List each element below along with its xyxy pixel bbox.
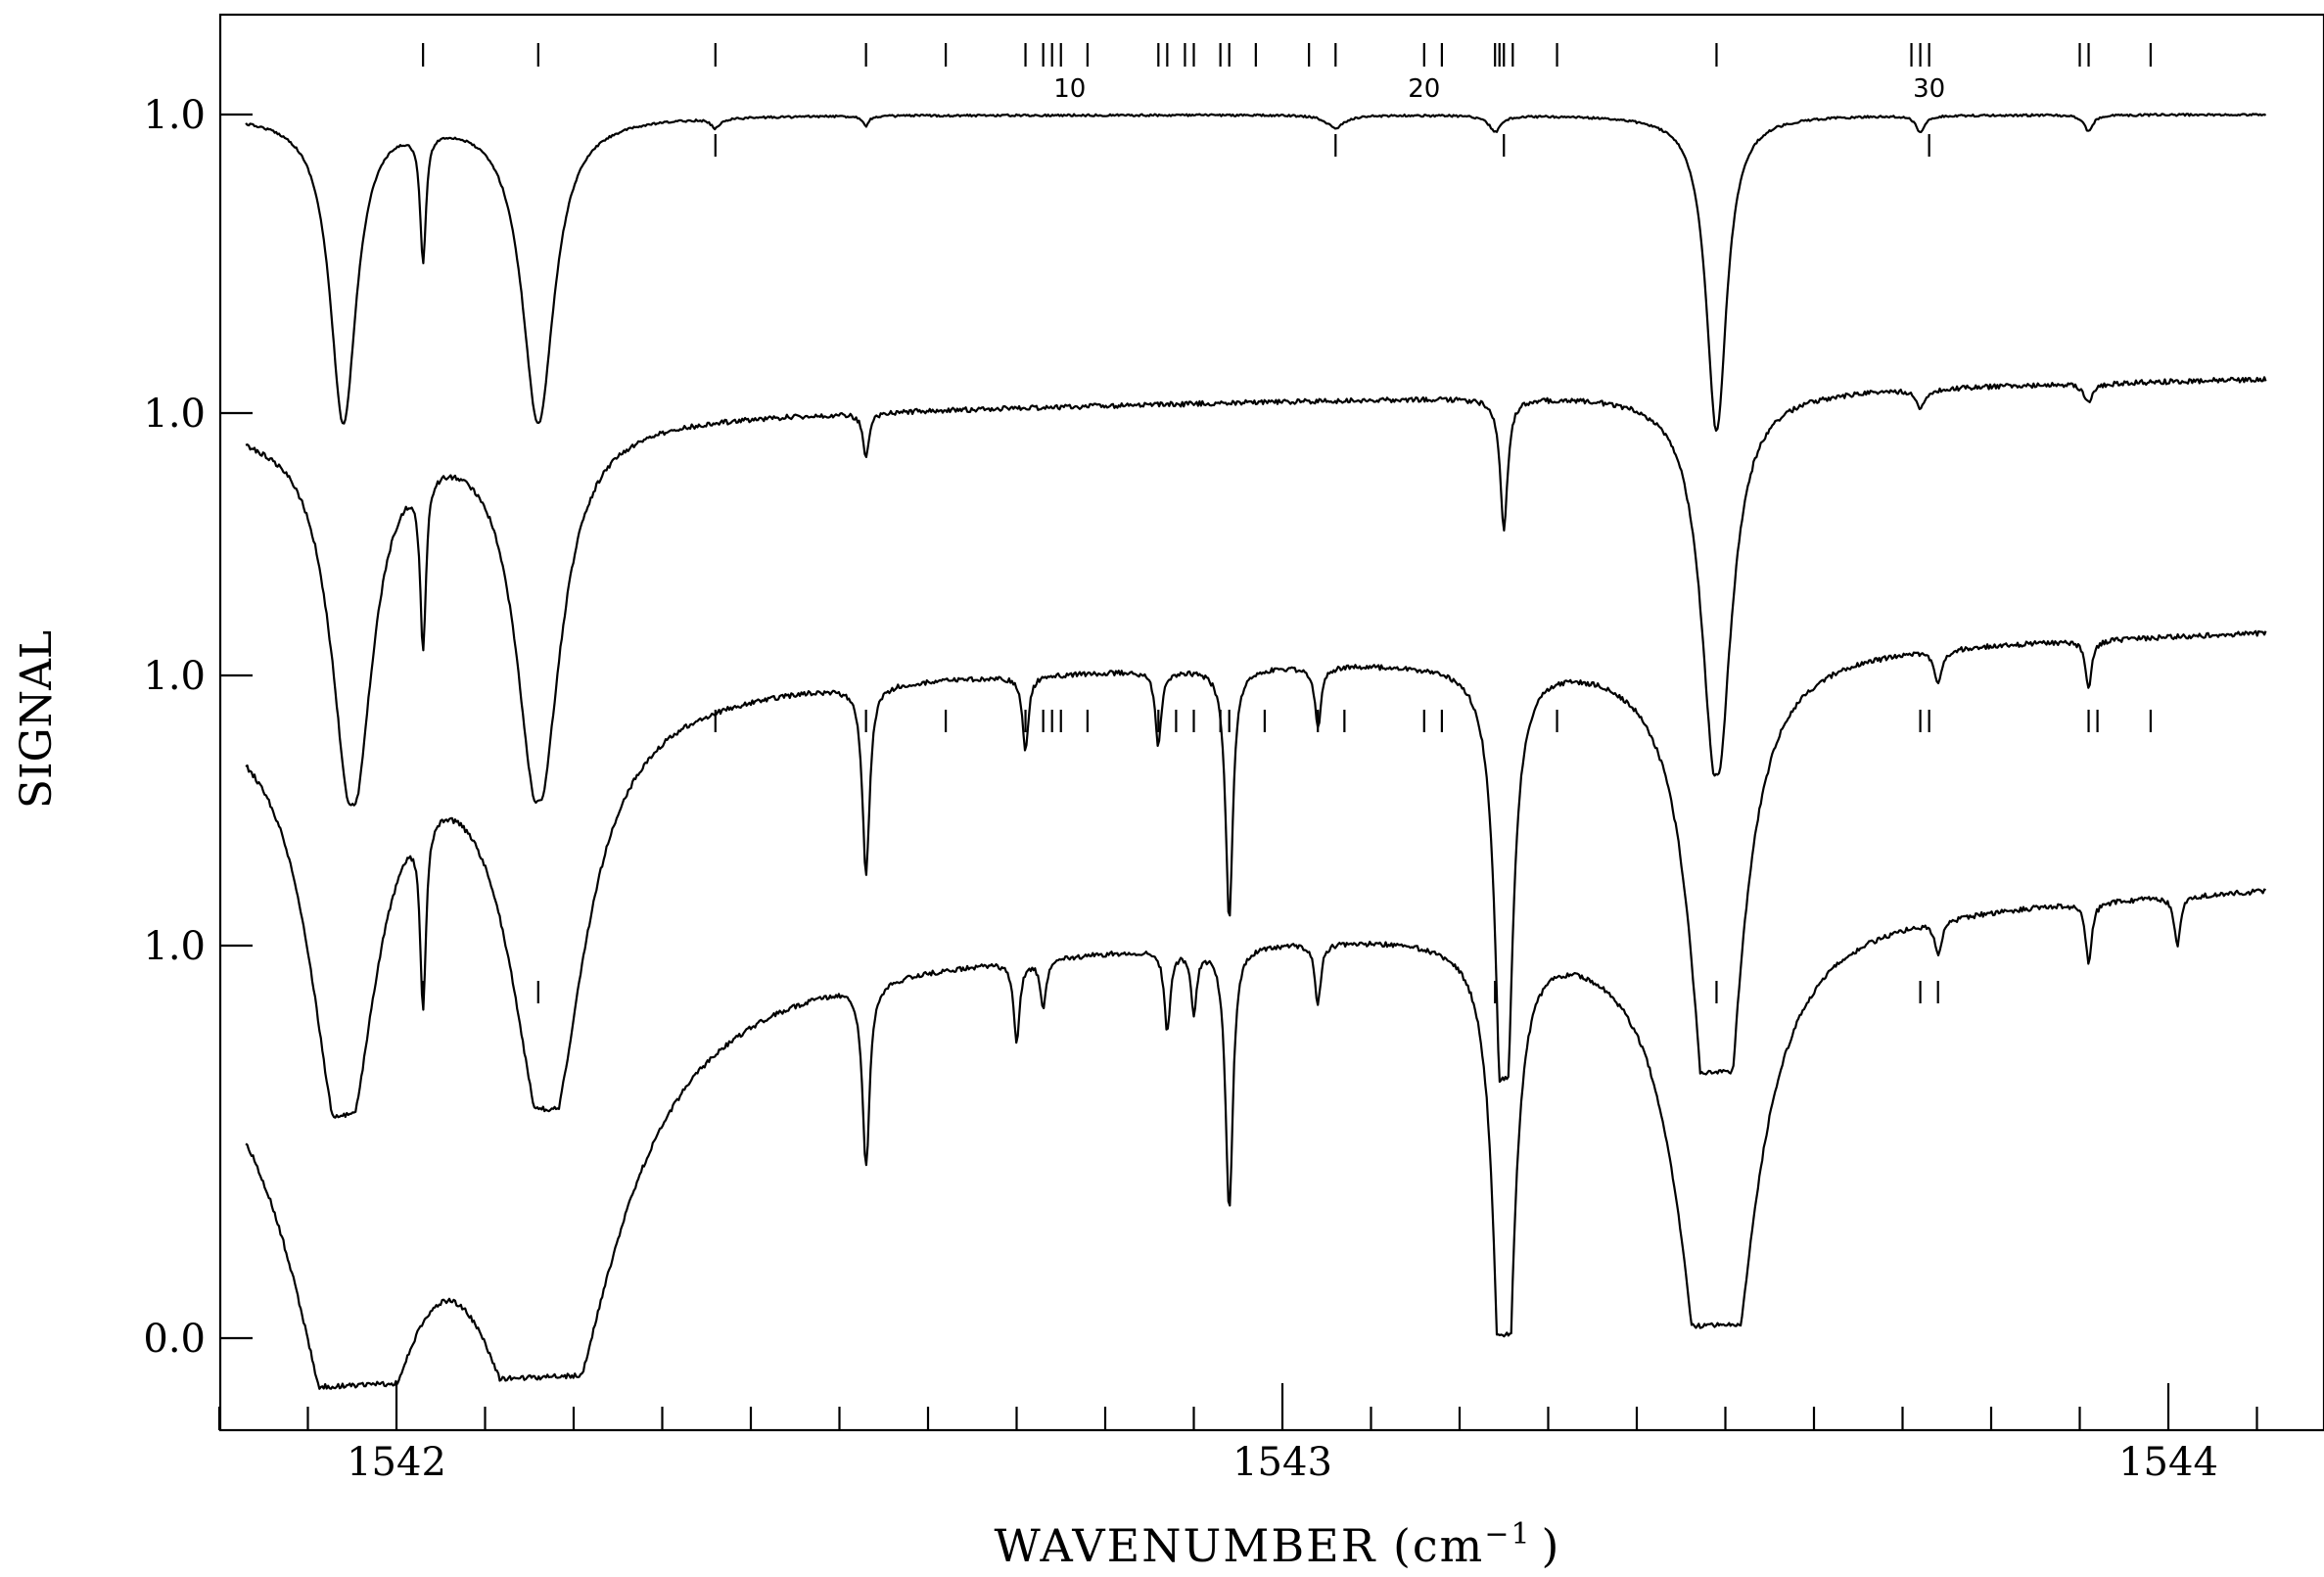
spectrum-trace-4 xyxy=(245,888,2266,1390)
line-number-label: 30 xyxy=(1913,74,1945,104)
y-tick-label: 1.0 xyxy=(143,392,206,437)
x-axis-label-main: WAVENUMBER (cm xyxy=(995,1519,1485,1572)
y-tick-label: 1.0 xyxy=(143,654,206,699)
line-number-label: 20 xyxy=(1408,74,1440,104)
y-tick-label: 1.0 xyxy=(143,924,206,969)
plot-frame xyxy=(218,13,2324,1432)
spectrum-trace-3 xyxy=(245,629,2267,1119)
x-axis: 1542 1543 1544 xyxy=(217,1383,2258,1485)
y-tick-label: 0.0 xyxy=(143,1317,206,1362)
line-number-label: 10 xyxy=(1053,74,1086,104)
x-axis-label: WAVENUMBER (cm−1) xyxy=(995,1517,1561,1572)
x-tick-label: 1542 xyxy=(347,1440,446,1485)
y-tick-label: 1.0 xyxy=(143,93,206,138)
x-tick-label: 1544 xyxy=(2118,1440,2218,1485)
y-axis: 1.0 1.0 1.0 1.0 0.0 xyxy=(143,93,253,1362)
x-tick-label: 1543 xyxy=(1232,1440,1332,1485)
traces xyxy=(245,113,2267,1390)
spectrum-trace-1 xyxy=(245,113,2267,432)
line-markers: 10 20 30 xyxy=(422,43,2152,1003)
x-axis-label-exponent: −1 xyxy=(1484,1517,1531,1552)
x-axis-label-close: ) xyxy=(1542,1519,1561,1572)
y-axis-label: SIGNAL xyxy=(12,630,62,809)
spectrum-trace-2 xyxy=(245,376,2267,807)
